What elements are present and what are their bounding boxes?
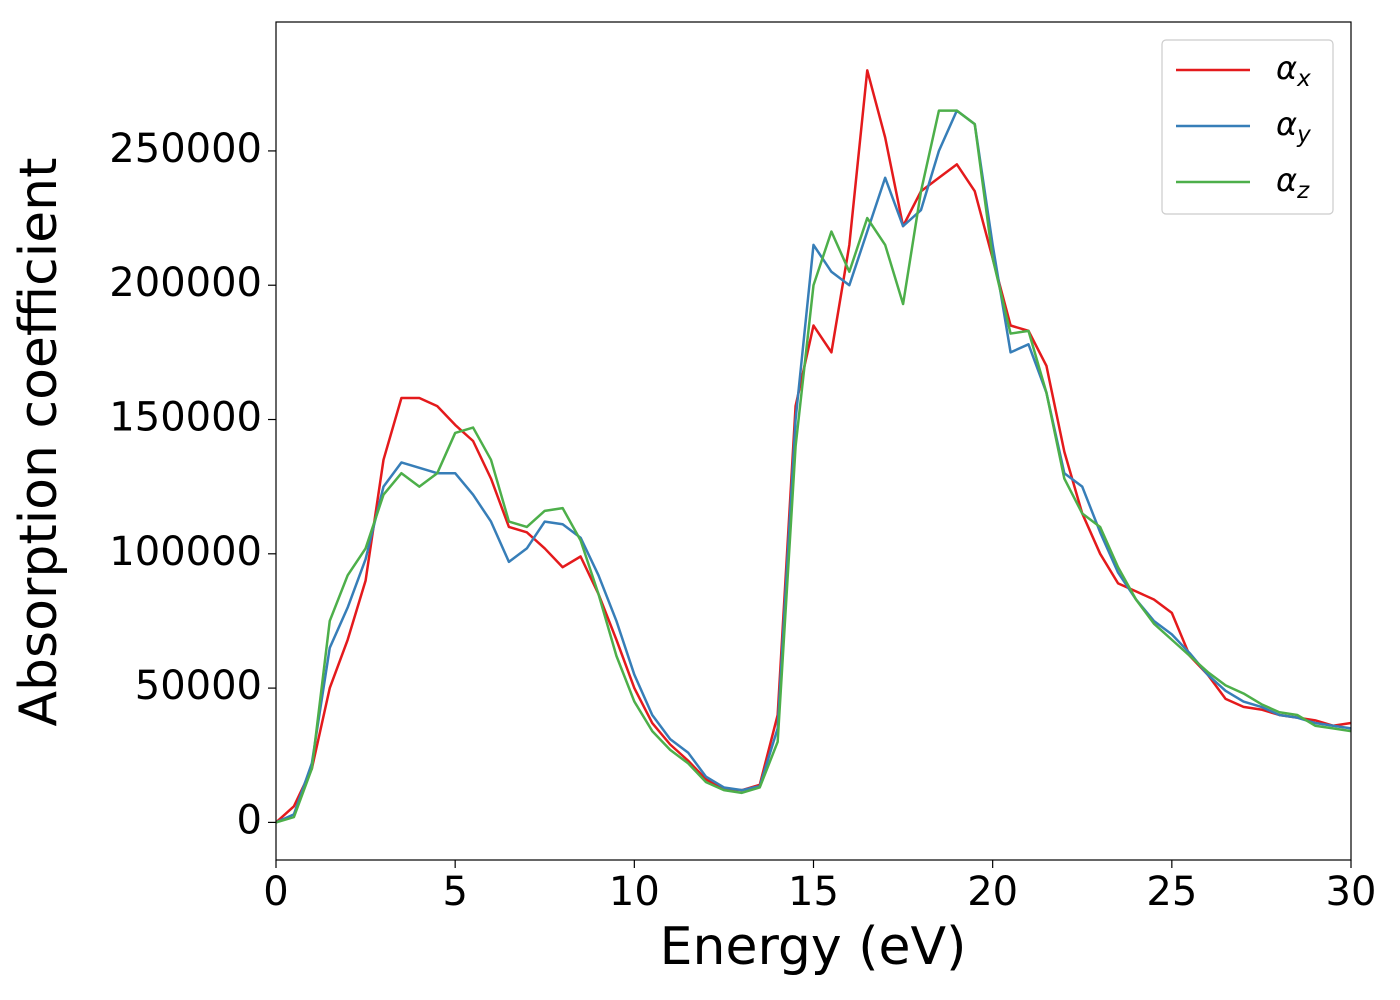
x-tick-label: 15 [788,869,839,915]
legend-label: αx [1276,49,1311,92]
x-tick-label: 25 [1146,869,1197,915]
legend-label: αz [1276,161,1310,204]
y-tick-label: 50000 [135,663,262,709]
y-tick-label: 100000 [109,529,262,575]
y-tick-label: 0 [237,797,262,843]
y-tick-label: 250000 [109,126,262,172]
series-line [275,109,1352,824]
x-axis-label: Energy (eV) [660,917,967,977]
series-line [275,69,1352,824]
legend-label: αy [1276,105,1311,148]
series-line [275,109,1352,824]
x-tick-label: 20 [967,869,1018,915]
y-tick-label: 150000 [109,395,262,441]
x-tick-label: 30 [1326,869,1377,915]
x-tick-label: 5 [442,869,467,915]
x-tick-label: 0 [263,869,288,915]
y-tick-label: 200000 [109,260,262,306]
y-axis-label: Absorption coefficient [9,157,69,726]
x-tick-label: 10 [609,869,660,915]
plot-frame [275,21,1352,861]
